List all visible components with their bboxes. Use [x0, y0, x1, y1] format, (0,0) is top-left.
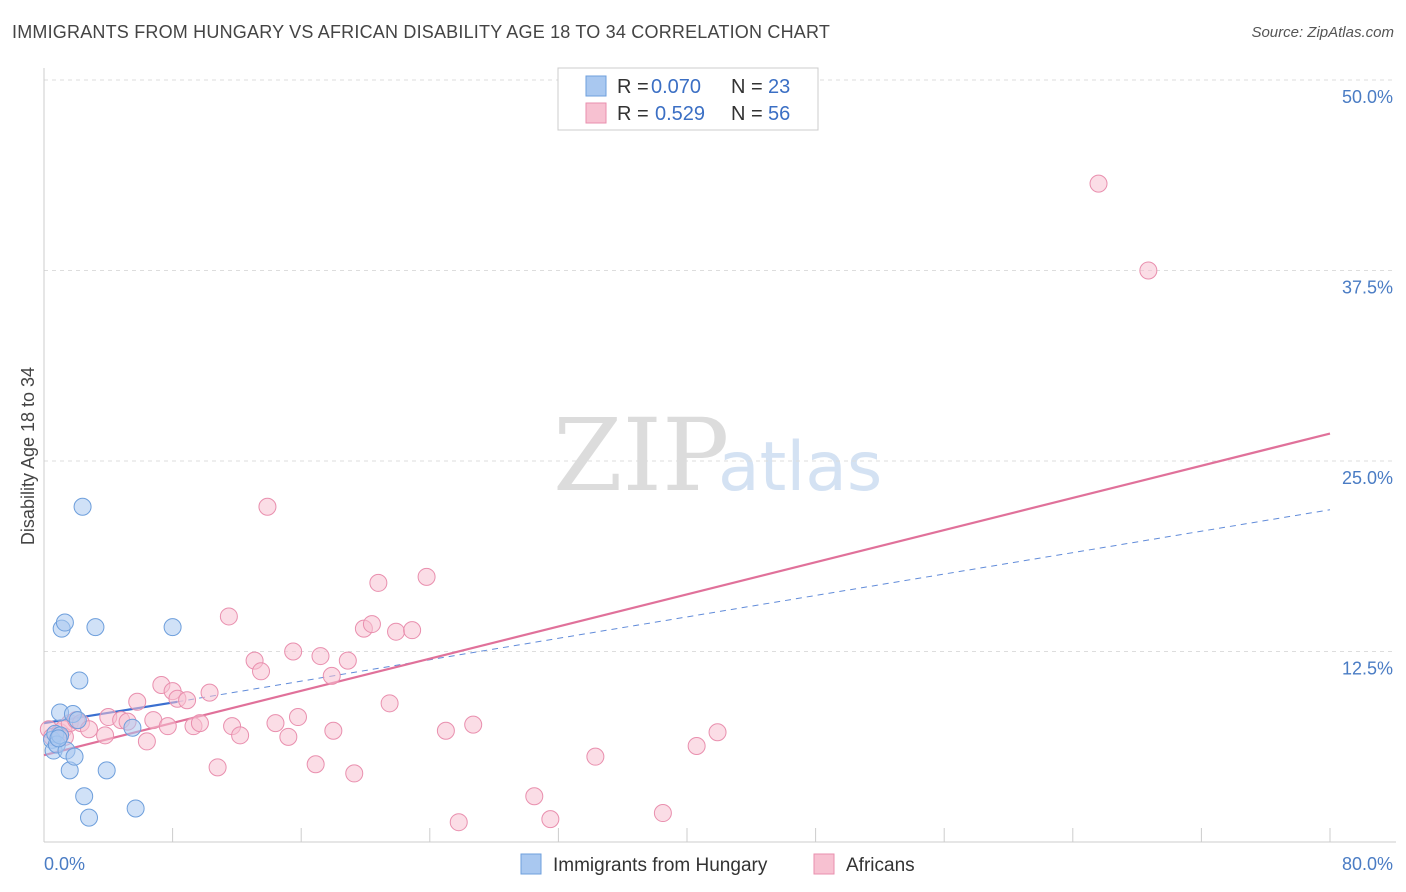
data-point — [65, 747, 84, 766]
data-point — [387, 622, 406, 641]
watermark-zip: ZIP — [553, 397, 729, 514]
data-point — [586, 747, 605, 766]
data-point — [219, 607, 238, 626]
data-point — [417, 567, 436, 586]
data-point — [306, 755, 325, 774]
series-legend: Immigrants from Hungary Africans — [520, 853, 915, 876]
legend-r-value: 0.529 — [655, 103, 705, 125]
y-tick-label: 12.5% — [1342, 659, 1393, 679]
legend-n-value: 56 — [768, 103, 790, 125]
y-tick-label: 25.0% — [1342, 468, 1393, 488]
data-point — [55, 613, 74, 632]
data-point — [123, 718, 142, 737]
source-label: Source: ZipAtlas.com — [1251, 24, 1394, 41]
data-point — [436, 721, 455, 740]
data-point — [96, 726, 115, 745]
legend-n-label: N = — [731, 76, 763, 98]
x-tick-label: 0.0% — [44, 854, 85, 874]
data-point — [345, 764, 364, 783]
data-point — [324, 721, 343, 740]
legend-swatch-hungary — [585, 75, 607, 97]
data-point — [49, 729, 68, 748]
data-point — [70, 671, 89, 690]
data-point — [73, 497, 92, 516]
data-point — [128, 692, 147, 711]
data-point — [464, 715, 483, 734]
legend-n-value: 23 — [768, 76, 790, 98]
data-point — [1089, 174, 1108, 193]
data-point — [380, 694, 399, 713]
x-tick-labels: 0.0% 80.0% — [44, 854, 1393, 874]
data-point — [311, 647, 330, 666]
y-tick-label: 50.0% — [1342, 87, 1393, 107]
series-legend-label-hungary[interactable]: Immigrants from Hungary — [553, 855, 768, 876]
series-legend-swatch-africans[interactable] — [813, 853, 835, 875]
legend-r-label: R = — [617, 76, 649, 98]
data-point — [338, 651, 357, 670]
data-point — [80, 808, 99, 827]
chart-title: IMMIGRANTS FROM HUNGARY VS AFRICAN DISAB… — [12, 22, 831, 42]
data-point — [158, 717, 177, 736]
y-tick-label: 37.5% — [1342, 278, 1393, 298]
data-point — [1139, 261, 1158, 280]
data-point — [687, 736, 706, 755]
trend-line-extension — [177, 509, 1331, 703]
watermark-atlas: atlas — [718, 428, 882, 507]
data-point — [403, 621, 422, 640]
stats-legend: R = 0.070 N = 23 R = 0.529 N = 56 — [557, 67, 819, 131]
legend-r-label: R = — [617, 103, 649, 125]
data-point — [653, 804, 672, 823]
x-tick-label: 80.0% — [1342, 854, 1393, 874]
series-legend-swatch-hungary[interactable] — [520, 853, 542, 875]
data-point — [126, 799, 145, 818]
legend-r-value: 0.070 — [651, 76, 701, 98]
gridlines — [44, 79, 1396, 652]
data-point — [279, 727, 298, 746]
data-point — [258, 497, 277, 516]
legend-swatch-africans — [585, 102, 607, 124]
data-point — [449, 813, 468, 832]
axes — [43, 68, 1396, 843]
data-point — [369, 573, 388, 592]
data-point — [137, 732, 156, 751]
data-point — [68, 711, 87, 730]
data-point — [208, 758, 227, 777]
data-point — [190, 714, 209, 733]
trend-line — [43, 432, 1331, 757]
data-point — [97, 761, 116, 780]
data-point — [200, 683, 219, 702]
data-point — [322, 666, 341, 685]
series-legend-label-africans[interactable]: Africans — [846, 855, 915, 876]
data-point — [252, 662, 271, 681]
data-point — [178, 691, 197, 710]
data-point — [231, 726, 250, 745]
data-point — [86, 618, 105, 637]
scatter-points — [39, 174, 1158, 832]
y-axis-title: Disability Age 18 to 34 — [18, 367, 38, 545]
legend-n-label: N = — [731, 103, 763, 125]
data-point — [362, 615, 381, 634]
data-point — [288, 708, 307, 727]
data-point — [284, 642, 303, 661]
data-point — [708, 723, 727, 742]
data-point — [163, 618, 182, 637]
data-point — [525, 787, 544, 806]
data-point — [75, 787, 94, 806]
data-point — [541, 810, 560, 829]
data-point — [266, 714, 285, 733]
y-tick-labels: 12.5% 25.0% 37.5% 50.0% — [1342, 87, 1393, 679]
